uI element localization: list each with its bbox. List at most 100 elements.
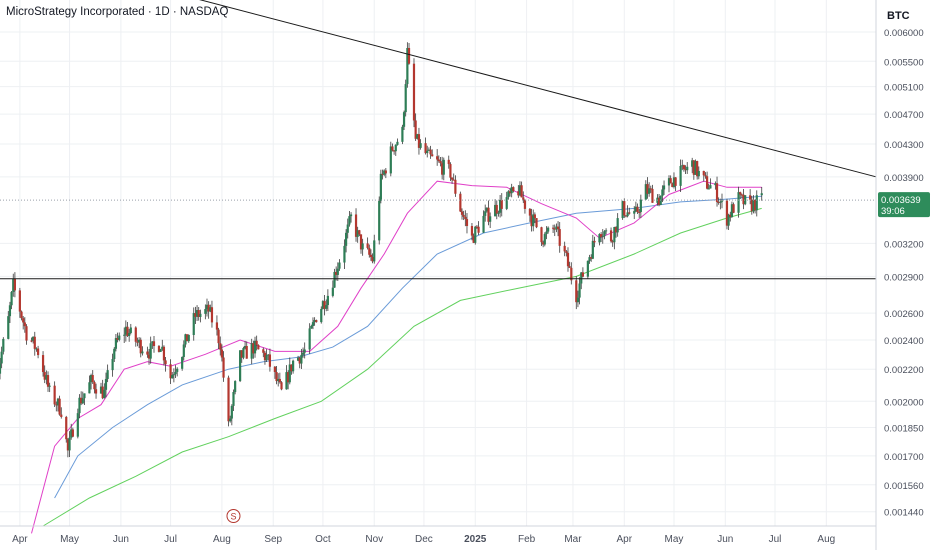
candle-body xyxy=(65,416,68,440)
x-tick-label: Jun xyxy=(113,534,129,545)
candle-body xyxy=(103,389,106,399)
candle-body xyxy=(94,389,98,394)
candle-body xyxy=(714,183,717,186)
candle-body xyxy=(674,177,677,186)
x-tick-label: Aug xyxy=(213,534,231,545)
candle-body xyxy=(752,199,755,212)
candle-body xyxy=(171,375,174,379)
candle-body xyxy=(13,278,17,291)
candle-body xyxy=(545,231,548,235)
candle-body xyxy=(696,161,699,177)
bar-countdown: 39:06 xyxy=(881,206,905,217)
candle-body xyxy=(10,291,13,306)
candle-body xyxy=(442,159,445,175)
candle-body xyxy=(744,195,747,205)
candle-body xyxy=(750,199,753,212)
candle-body xyxy=(639,199,642,212)
candle-body xyxy=(124,326,127,335)
candle-body xyxy=(194,313,197,317)
candle-body xyxy=(313,320,316,323)
candle-body xyxy=(462,214,465,217)
candle-body xyxy=(669,178,672,184)
candle-body xyxy=(417,134,421,148)
currency-label: BTC xyxy=(887,10,910,22)
candle-body xyxy=(644,184,647,200)
candle-body xyxy=(378,200,381,241)
candle-body xyxy=(288,364,291,383)
candle-body xyxy=(60,414,63,417)
candle-body xyxy=(114,338,118,349)
candle-body xyxy=(205,304,209,310)
candle-body xyxy=(691,160,694,167)
candle-body xyxy=(648,188,651,194)
candle-body xyxy=(553,228,556,230)
y-tick-label: 0.001560 xyxy=(884,481,924,492)
candle-body xyxy=(575,280,578,303)
candle-body xyxy=(58,398,61,415)
candle-body xyxy=(33,336,36,349)
candle-body xyxy=(715,183,719,202)
candle-body xyxy=(489,216,492,222)
candle-body xyxy=(727,214,730,226)
candle-body xyxy=(157,346,161,352)
candle-body xyxy=(482,215,485,233)
candle-body xyxy=(634,206,637,212)
candle-body xyxy=(555,226,558,230)
y-tick-label: 0.003900 xyxy=(884,173,924,184)
candle-body xyxy=(146,351,149,355)
candle-body xyxy=(215,322,219,330)
candle-body xyxy=(436,156,439,160)
candle-body xyxy=(495,204,498,214)
candle-body xyxy=(384,170,387,174)
candle-body xyxy=(739,192,742,195)
candle-body xyxy=(209,307,212,312)
candle-body xyxy=(508,191,512,194)
candle-body xyxy=(197,310,200,317)
candle-body xyxy=(568,266,571,268)
candle-body xyxy=(242,348,245,358)
candle-body xyxy=(71,429,74,437)
candle-body xyxy=(705,176,709,189)
candle-body xyxy=(149,343,152,359)
candle-body xyxy=(296,357,300,361)
split-event-icon xyxy=(226,509,241,523)
candle-body xyxy=(371,257,374,262)
candle-body xyxy=(23,322,26,327)
candle-body xyxy=(123,334,126,336)
candle-body xyxy=(195,310,199,317)
candle-body xyxy=(164,360,167,365)
candle-body xyxy=(447,159,450,165)
candle-body xyxy=(694,161,697,175)
candle-body xyxy=(593,240,596,243)
y-tick-label: 0.002600 xyxy=(884,309,924,320)
candle-body xyxy=(542,242,545,245)
candle-body xyxy=(204,309,207,314)
candle-body xyxy=(439,161,442,164)
candle-body xyxy=(667,178,671,186)
candle-body xyxy=(118,335,121,340)
candle-body xyxy=(500,199,503,209)
candle-body xyxy=(452,179,455,181)
candle-body xyxy=(129,327,132,333)
candle-body xyxy=(349,214,353,217)
candle-body xyxy=(20,311,23,319)
candle-body xyxy=(543,234,546,245)
candle-body xyxy=(396,141,399,145)
candle-body xyxy=(402,112,406,127)
candle-body xyxy=(46,375,50,387)
candle-body xyxy=(311,322,315,326)
candle-body xyxy=(591,240,594,259)
candle-body xyxy=(556,226,560,230)
candle-body xyxy=(429,149,432,155)
candle-body xyxy=(522,197,525,200)
drawings[interactable] xyxy=(0,0,877,280)
candle-body xyxy=(111,358,114,371)
candle-body xyxy=(484,211,487,216)
candle-body xyxy=(391,146,394,151)
candle-body xyxy=(70,429,73,438)
candle-body xyxy=(199,313,202,317)
candle-body xyxy=(404,84,407,113)
y-tick-label: 0.003200 xyxy=(884,239,924,250)
